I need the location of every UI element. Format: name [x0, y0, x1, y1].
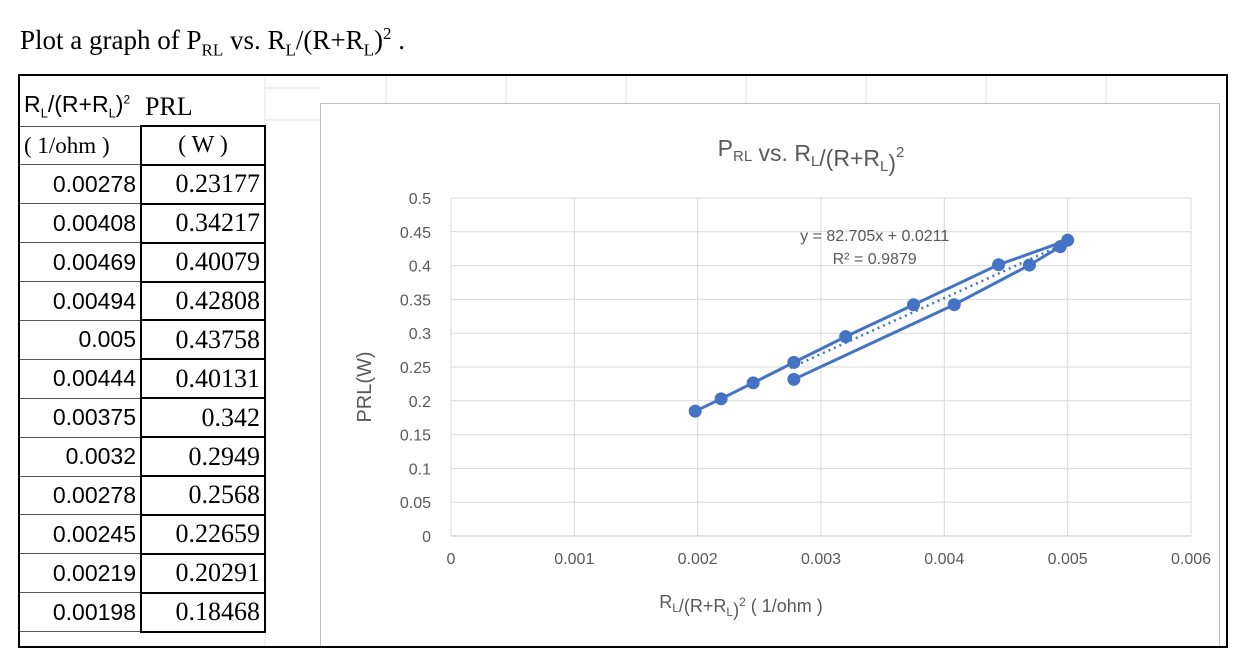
y-tick-label: 0	[422, 529, 431, 546]
table-row: 0.00198 0.18468	[20, 592, 266, 633]
data-point[interactable]	[714, 392, 728, 406]
data-point[interactable]	[907, 298, 920, 312]
y-tick-label: 0.2	[409, 394, 431, 411]
x-tick-label: 0.006	[1171, 551, 1211, 568]
table-row: 0.0032 0.2949	[20, 437, 266, 478]
x-axis-label-part: L	[672, 601, 679, 615]
x-tick-label: 0	[447, 551, 456, 568]
x-value-cell[interactable]: 0.00219	[20, 553, 142, 594]
data-point[interactable]	[787, 355, 801, 369]
x-value-cell[interactable]: 0.00198	[20, 592, 142, 633]
p-value-cell[interactable]: 0.43758	[140, 320, 266, 361]
x-value-cell[interactable]: 0.0032	[20, 437, 142, 477]
table-row: 0.00375 0.342	[20, 398, 266, 439]
p-value-cell[interactable]: 0.40131	[140, 359, 266, 400]
x-tick-label: 0.004	[924, 551, 964, 568]
chart-title-part: L	[880, 158, 888, 175]
y-tick-label: 0.1	[409, 461, 431, 478]
chart-title-part: vs. R	[752, 140, 811, 166]
trendline-r2: R² = 0.9879	[833, 251, 917, 268]
x-axis-label-part: 2	[739, 595, 746, 609]
sheet-gridlines	[264, 76, 1107, 646]
data-point[interactable]	[746, 376, 760, 390]
chart-title-part: )	[888, 150, 896, 176]
y-tick-label: 0.35	[400, 292, 431, 309]
table-row: 0.005 0.43758	[20, 320, 266, 361]
trendline	[789, 241, 1069, 370]
table-row: 0.00444 0.40131	[20, 359, 266, 400]
table-row: 0.00278 0.2568	[20, 476, 266, 516]
p-value-cell[interactable]: 0.2568	[140, 476, 266, 516]
p-value-cell[interactable]: 0.22659	[140, 514, 266, 555]
data-point[interactable]	[688, 404, 702, 418]
col2-header: PRL	[145, 91, 193, 121]
x-value-cell[interactable]: 0.00494	[20, 281, 142, 321]
y-axis-label: PRL(W)	[354, 351, 376, 422]
data-point[interactable]	[992, 258, 1006, 272]
table-row: 0.00278 0.23177	[20, 164, 266, 205]
x-tick-label: 0.001	[554, 551, 594, 568]
x-axis-label-part: ( 1/ohm )	[746, 596, 823, 616]
col1-unit: ( 1/ohm )	[20, 126, 142, 166]
data-point[interactable]	[839, 330, 853, 344]
data-table: RL/(R+RL)2 PRL ( 1/ohm ) ( W ) 0.00278 0.…	[20, 88, 266, 633]
p-value-cell[interactable]: 0.40079	[140, 242, 266, 283]
trendline-equation: y = 82.705x + 0.0211	[800, 228, 949, 245]
chart-title-part: 2	[896, 144, 904, 161]
table-row: 0.00219 0.20291	[20, 553, 266, 594]
table-row: 0.00245 0.22659	[20, 514, 266, 555]
col2-unit: ( W )	[140, 125, 266, 166]
x-value-cell[interactable]: 0.00469	[20, 242, 142, 283]
page-heading: Plot a graph of PRL vs. RL/(R+RL)2 .	[20, 24, 406, 60]
data-point[interactable]	[1022, 258, 1036, 272]
spreadsheet-area: RL/(R+RL)2 PRL ( 1/ohm ) ( W ) 0.00278 0.…	[18, 74, 1228, 648]
y-tick-label: 0.45	[400, 225, 431, 242]
y-tick-label: 0.3	[409, 326, 431, 343]
x-tick-label: 0.003	[801, 551, 841, 568]
chart-title-part: /(R+R	[819, 145, 880, 171]
x-tick-label: 0.002	[678, 551, 718, 568]
y-tick-label: 0.15	[400, 428, 431, 445]
y-tick-label: 0.4	[409, 259, 431, 276]
table-unit-row: ( 1/ohm ) ( W )	[20, 125, 266, 166]
p-value-cell[interactable]: 0.18468	[140, 592, 266, 633]
x-axis-label-part: L	[726, 605, 733, 619]
chart-title-part: P	[718, 135, 733, 161]
p-value-cell[interactable]: 0.20291	[140, 553, 266, 594]
x-value-cell[interactable]: 0.00408	[20, 203, 142, 244]
table-row: 0.00408 0.34217	[20, 203, 266, 244]
p-value-cell[interactable]: 0.2949	[140, 437, 266, 478]
x-value-cell[interactable]: 0.00278	[20, 164, 142, 205]
table-row: 0.00469 0.40079	[20, 242, 266, 283]
p-value-cell[interactable]: 0.342	[140, 398, 266, 439]
col1-header: RL/(R+RL)2	[20, 88, 141, 127]
table-row: 0.00494 0.42808	[20, 281, 266, 322]
y-tick-label: 0.5	[409, 191, 431, 208]
x-value-cell[interactable]: 0.005	[20, 320, 142, 360]
x-value-cell[interactable]: 0.00375	[20, 398, 142, 438]
p-value-cell[interactable]: 0.42808	[140, 281, 266, 322]
data-point[interactable]	[787, 372, 801, 386]
x-axis-label-part: /(R+R	[679, 596, 727, 616]
table-header-row: RL/(R+RL)2 PRL	[20, 88, 265, 127]
chart-title-part: RL	[733, 148, 752, 165]
x-axis-label: RL/(R+RL)2 ( 1/ohm )	[659, 592, 823, 620]
x-value-cell[interactable]: 0.00245	[20, 514, 142, 555]
p-value-cell[interactable]: 0.34217	[140, 203, 266, 244]
x-value-cell[interactable]: 0.00444	[20, 359, 142, 399]
x-tick-label: 0.005	[1048, 551, 1088, 568]
chart-title: PRL vs. RL/(R+RL)2	[718, 135, 905, 176]
p-value-cell[interactable]: 0.23177	[140, 164, 266, 205]
y-tick-label: 0.25	[400, 360, 431, 377]
data-point[interactable]	[947, 298, 961, 312]
scatter-chart: 0 0.05 0.1 0.15 0.2 0.25 0.3 0.35 0.4 0.45 0.5 0 0.0…	[354, 135, 1211, 620]
chart-title-part: L	[811, 153, 819, 170]
x-axis-label-part: R	[659, 592, 672, 612]
y-tick-label: 0.05	[400, 495, 431, 512]
x-value-cell[interactable]: 0.00278	[20, 476, 142, 516]
data-point[interactable]	[1061, 233, 1075, 247]
x-axis-label-part: )	[733, 600, 739, 620]
chart-area[interactable]: 0 0.05 0.1 0.15 0.2 0.25 0.3 0.35 0.4 0.45 0.5 0 0.0…	[320, 103, 1220, 646]
